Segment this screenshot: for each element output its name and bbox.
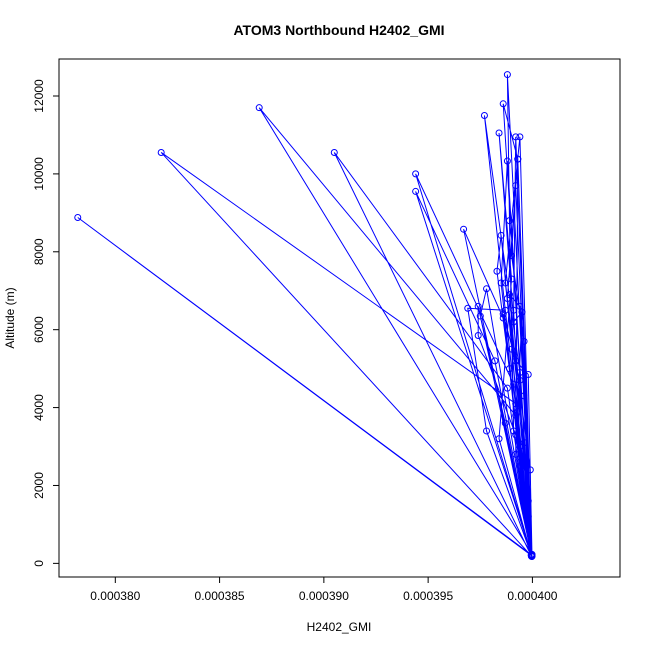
data-point xyxy=(510,306,518,314)
data-point xyxy=(516,458,524,466)
data-point xyxy=(74,214,82,222)
data-point xyxy=(518,308,526,316)
data-point xyxy=(510,380,518,388)
data-point xyxy=(505,217,513,225)
data-point xyxy=(474,332,482,340)
data-point xyxy=(510,318,518,326)
data-point xyxy=(524,497,532,505)
data-point xyxy=(512,411,520,419)
data-point xyxy=(514,155,522,163)
data-point xyxy=(503,295,511,303)
data-point xyxy=(516,443,524,451)
y-tick-label: 6000 xyxy=(32,316,46,343)
data-point xyxy=(483,427,491,435)
data-point xyxy=(512,133,520,141)
data-point xyxy=(505,365,513,373)
data-point xyxy=(520,337,528,345)
data-point xyxy=(526,466,534,474)
y-tick-label: 10000 xyxy=(32,157,46,191)
data-point xyxy=(516,302,524,310)
y-axis: 0 2000 4000 6000 8000 10000 12000 xyxy=(32,79,59,567)
x-tick-label: 0.000390 xyxy=(299,589,349,603)
data-point xyxy=(497,279,505,287)
data-point xyxy=(512,400,520,408)
data-point xyxy=(524,513,532,521)
x-tick-label: 0.000380 xyxy=(90,589,140,603)
data-point xyxy=(501,279,509,287)
data-point xyxy=(516,133,524,141)
series-layer xyxy=(74,71,536,560)
data-point xyxy=(157,148,165,156)
data-point xyxy=(510,427,518,435)
plot-frame xyxy=(58,58,621,578)
data-point xyxy=(503,384,511,392)
x-axis: 0.000380 0.000385 0.000390 0.000395 0.000400 xyxy=(90,577,558,603)
data-point xyxy=(516,376,524,384)
data-point xyxy=(501,419,509,427)
data-point xyxy=(412,170,420,178)
data-point xyxy=(520,481,528,489)
data-point xyxy=(330,148,338,156)
data-point xyxy=(512,450,520,458)
data-point xyxy=(412,187,420,195)
data-point xyxy=(495,435,503,443)
data-point xyxy=(505,291,513,299)
y-tick-label: 2000 xyxy=(32,472,46,499)
data-point xyxy=(512,182,520,190)
series-line xyxy=(77,74,533,558)
data-point xyxy=(508,275,516,283)
data-point xyxy=(516,369,524,377)
data-point xyxy=(520,439,528,447)
x-tick-label: 0.000385 xyxy=(195,589,245,603)
data-point xyxy=(503,71,511,79)
data-point xyxy=(503,157,511,165)
data-point xyxy=(460,225,468,233)
data-point xyxy=(499,100,507,108)
data-point xyxy=(474,302,482,310)
data-point xyxy=(520,392,528,400)
data-point xyxy=(476,312,484,320)
y-tick-label: 4000 xyxy=(32,394,46,421)
data-point xyxy=(512,357,520,365)
data-point xyxy=(501,306,509,314)
x-axis-title: H2402_GMI xyxy=(307,620,372,634)
data-point xyxy=(514,407,522,415)
data-point xyxy=(516,462,524,470)
x-tick-label: 0.000395 xyxy=(403,589,453,603)
y-tick-label: 8000 xyxy=(32,238,46,265)
data-point xyxy=(483,285,491,293)
data-point xyxy=(527,552,535,560)
data-point xyxy=(255,104,263,112)
data-point xyxy=(512,431,520,439)
x-tick-label: 0.000400 xyxy=(507,589,557,603)
data-point xyxy=(497,231,505,239)
data-point xyxy=(508,252,516,260)
data-point xyxy=(493,267,501,275)
y-axis-title: Altitude (m) xyxy=(3,287,17,348)
data-point xyxy=(480,111,488,119)
data-point xyxy=(499,314,507,322)
chart-title: ATOM3 Northbound H2402_GMI xyxy=(233,22,444,38)
data-point xyxy=(508,345,516,353)
y-tick-label: 0 xyxy=(32,560,46,567)
data-point xyxy=(499,310,507,318)
data-point xyxy=(491,357,499,365)
data-point xyxy=(495,129,503,137)
y-tick-label: 12000 xyxy=(32,79,46,113)
data-point xyxy=(524,370,532,378)
data-point xyxy=(464,304,472,312)
